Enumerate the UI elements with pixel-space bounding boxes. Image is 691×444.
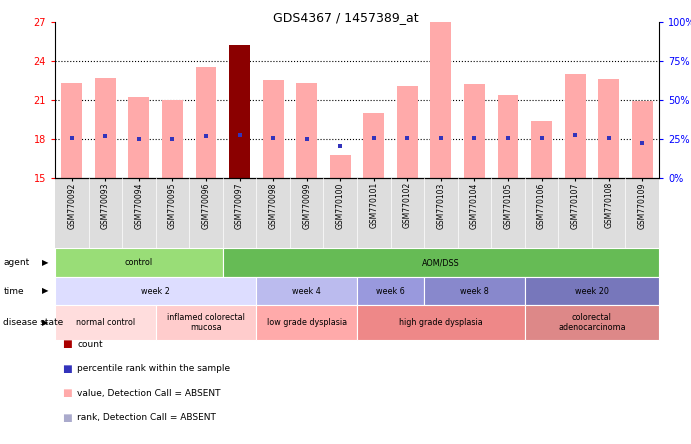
Bar — [363, 113, 384, 178]
Text: value, Detection Call = ABSENT: value, Detection Call = ABSENT — [77, 389, 220, 398]
Bar — [162, 100, 183, 178]
Text: count: count — [77, 340, 103, 349]
Text: GDS4367 / 1457389_at: GDS4367 / 1457389_at — [273, 11, 418, 24]
Bar — [430, 21, 451, 178]
Text: week 20: week 20 — [575, 286, 609, 296]
Bar — [330, 155, 350, 178]
Text: high grade dysplasia: high grade dysplasia — [399, 318, 483, 327]
Text: rank, Detection Call = ABSENT: rank, Detection Call = ABSENT — [77, 413, 216, 422]
Bar — [296, 83, 317, 178]
Text: AOM/DSS: AOM/DSS — [422, 258, 460, 267]
Bar — [61, 83, 82, 178]
Text: control: control — [125, 258, 153, 267]
Text: normal control: normal control — [76, 318, 135, 327]
Text: week 6: week 6 — [376, 286, 405, 296]
Bar — [196, 67, 216, 178]
Text: ▶: ▶ — [41, 258, 48, 267]
Text: low grade dysplasia: low grade dysplasia — [267, 318, 347, 327]
Text: ▶: ▶ — [41, 318, 48, 327]
Bar — [95, 78, 115, 178]
Text: ▶: ▶ — [41, 286, 48, 296]
Text: week 4: week 4 — [292, 286, 321, 296]
Bar — [129, 97, 149, 178]
Bar — [565, 74, 585, 178]
Text: time: time — [3, 286, 24, 296]
Text: percentile rank within the sample: percentile rank within the sample — [77, 365, 230, 373]
Bar — [397, 86, 418, 178]
Bar — [263, 80, 283, 178]
Text: ■: ■ — [62, 364, 72, 374]
Text: ■: ■ — [62, 413, 72, 423]
Text: inflamed colorectal
mucosa: inflamed colorectal mucosa — [167, 313, 245, 332]
Bar — [598, 79, 619, 178]
Text: ■: ■ — [62, 388, 72, 398]
Text: disease state: disease state — [3, 318, 64, 327]
Bar — [531, 121, 552, 178]
Text: ■: ■ — [62, 340, 72, 349]
Text: agent: agent — [3, 258, 30, 267]
Bar — [464, 84, 485, 178]
Bar — [498, 95, 518, 178]
Bar — [229, 45, 250, 178]
Text: colorectal
adenocarcinoma: colorectal adenocarcinoma — [558, 313, 626, 332]
Text: week 2: week 2 — [141, 286, 170, 296]
Bar — [632, 101, 652, 178]
Text: week 8: week 8 — [460, 286, 489, 296]
